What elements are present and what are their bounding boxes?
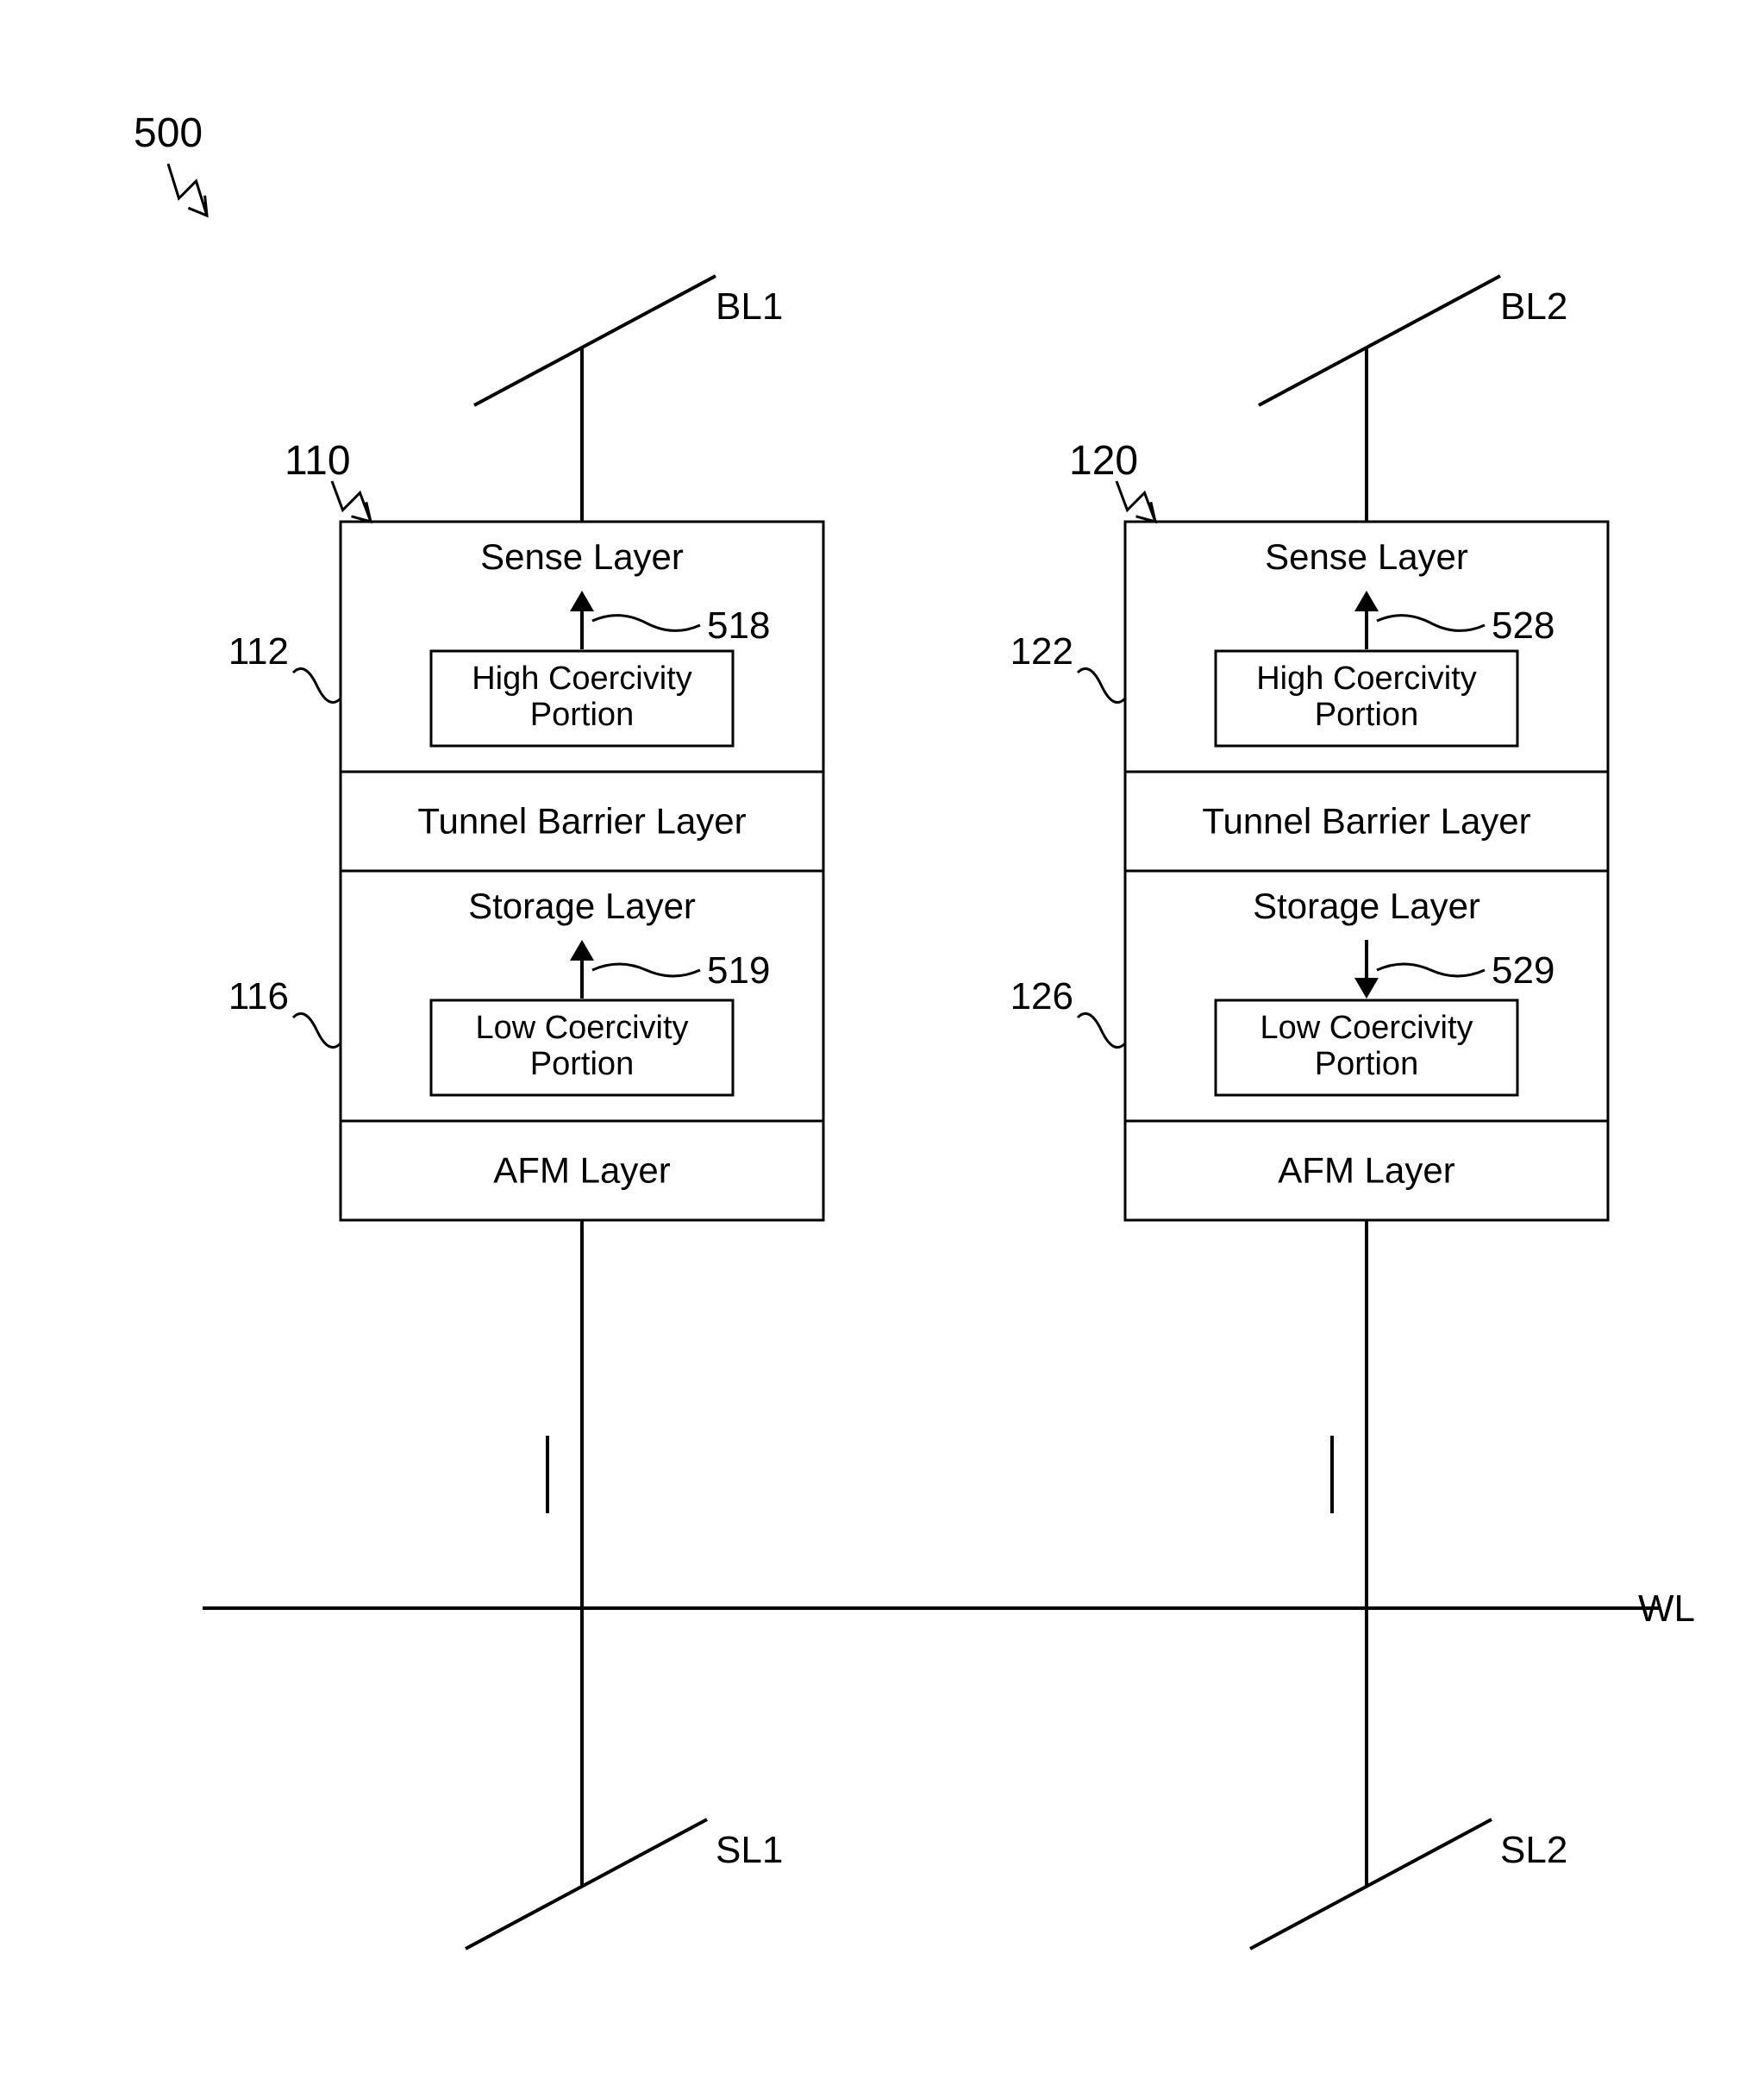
transistor-2-sourceline xyxy=(1250,1819,1492,1949)
right-storage-arrow-ref: 529 xyxy=(1492,949,1554,992)
right-stack-ref: 120 xyxy=(1069,438,1138,484)
bitline-2-label: BL2 xyxy=(1500,285,1567,328)
right-stack-ref-arrow-head xyxy=(1136,502,1155,522)
transistor-1-sourceline-label: SL1 xyxy=(716,1829,783,1871)
left-afm-label: AFM Layer xyxy=(493,1150,670,1191)
left-barrier-label: Tunnel Barrier Layer xyxy=(417,801,746,842)
right-barrier-label: Tunnel Barrier Layer xyxy=(1202,801,1530,842)
right-sense-ref-squiggle xyxy=(1078,668,1125,702)
left-sense-label: Sense Layer xyxy=(480,536,684,577)
left-storage-arrow-ref: 519 xyxy=(707,949,770,992)
left-storage-ref: 116 xyxy=(228,975,289,1017)
left-sense-arrow-ref: 518 xyxy=(707,604,770,647)
left-stack-ref-arrow-head xyxy=(352,502,371,522)
left-sense-ref-squiggle xyxy=(293,668,341,702)
left-sense-ref: 112 xyxy=(228,630,289,673)
right-sense-ref: 122 xyxy=(1010,630,1073,673)
right-storage-label: Storage Layer xyxy=(1253,886,1480,926)
right-storage-ref: 126 xyxy=(1010,975,1073,1017)
figure-ref-arrow xyxy=(168,164,207,216)
left-stack-ref-arrow xyxy=(332,481,371,522)
right-sense-arrow-ref: 528 xyxy=(1492,604,1554,647)
figure-ref: 500 xyxy=(134,110,203,156)
right-afm-label: AFM Layer xyxy=(1278,1150,1454,1191)
right-storage-ref-squiggle xyxy=(1078,1013,1125,1047)
bitline-1-diagonal xyxy=(474,276,716,405)
left-stack-ref: 110 xyxy=(285,438,351,484)
transistor-1-sourceline xyxy=(466,1819,707,1949)
transistor-2-sourceline-label: SL2 xyxy=(1500,1829,1567,1871)
right-stack-ref-arrow xyxy=(1117,481,1155,522)
bitline-2-diagonal xyxy=(1259,276,1500,405)
wordline-label: WL xyxy=(1638,1587,1695,1630)
right-sense-label: Sense Layer xyxy=(1265,536,1468,577)
left-storage-ref-squiggle xyxy=(293,1013,341,1047)
bitline-1-label: BL1 xyxy=(716,285,783,328)
left-storage-label: Storage Layer xyxy=(468,886,696,926)
